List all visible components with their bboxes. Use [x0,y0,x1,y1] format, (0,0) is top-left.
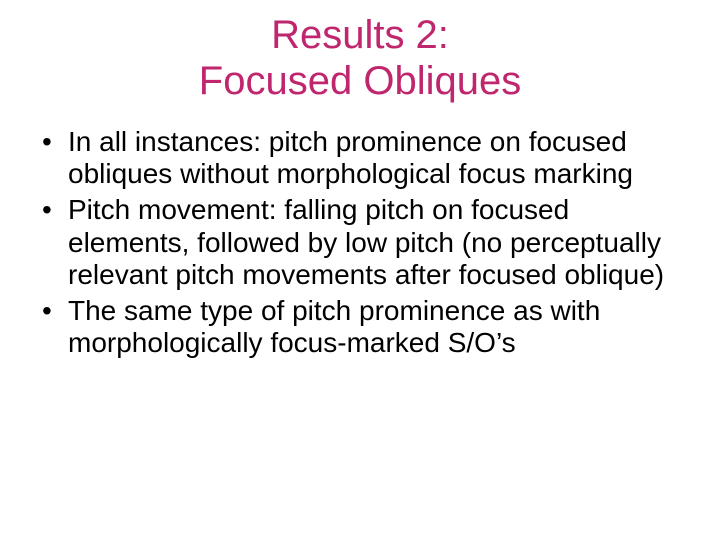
bullet-item: In all instances: pitch prominence on fo… [40,126,680,190]
title-line-2: Focused Obliques [199,59,521,103]
bullet-item: Pitch movement: falling pitch on focused… [40,194,680,291]
slide: Results 2: Focused Obliques In all insta… [0,0,720,540]
bullet-item: The same type of pitch prominence as wit… [40,295,680,359]
slide-title: Results 2: Focused Obliques [40,12,680,104]
title-line-1: Results 2: [271,13,449,57]
bullet-list: In all instances: pitch prominence on fo… [40,126,680,363]
